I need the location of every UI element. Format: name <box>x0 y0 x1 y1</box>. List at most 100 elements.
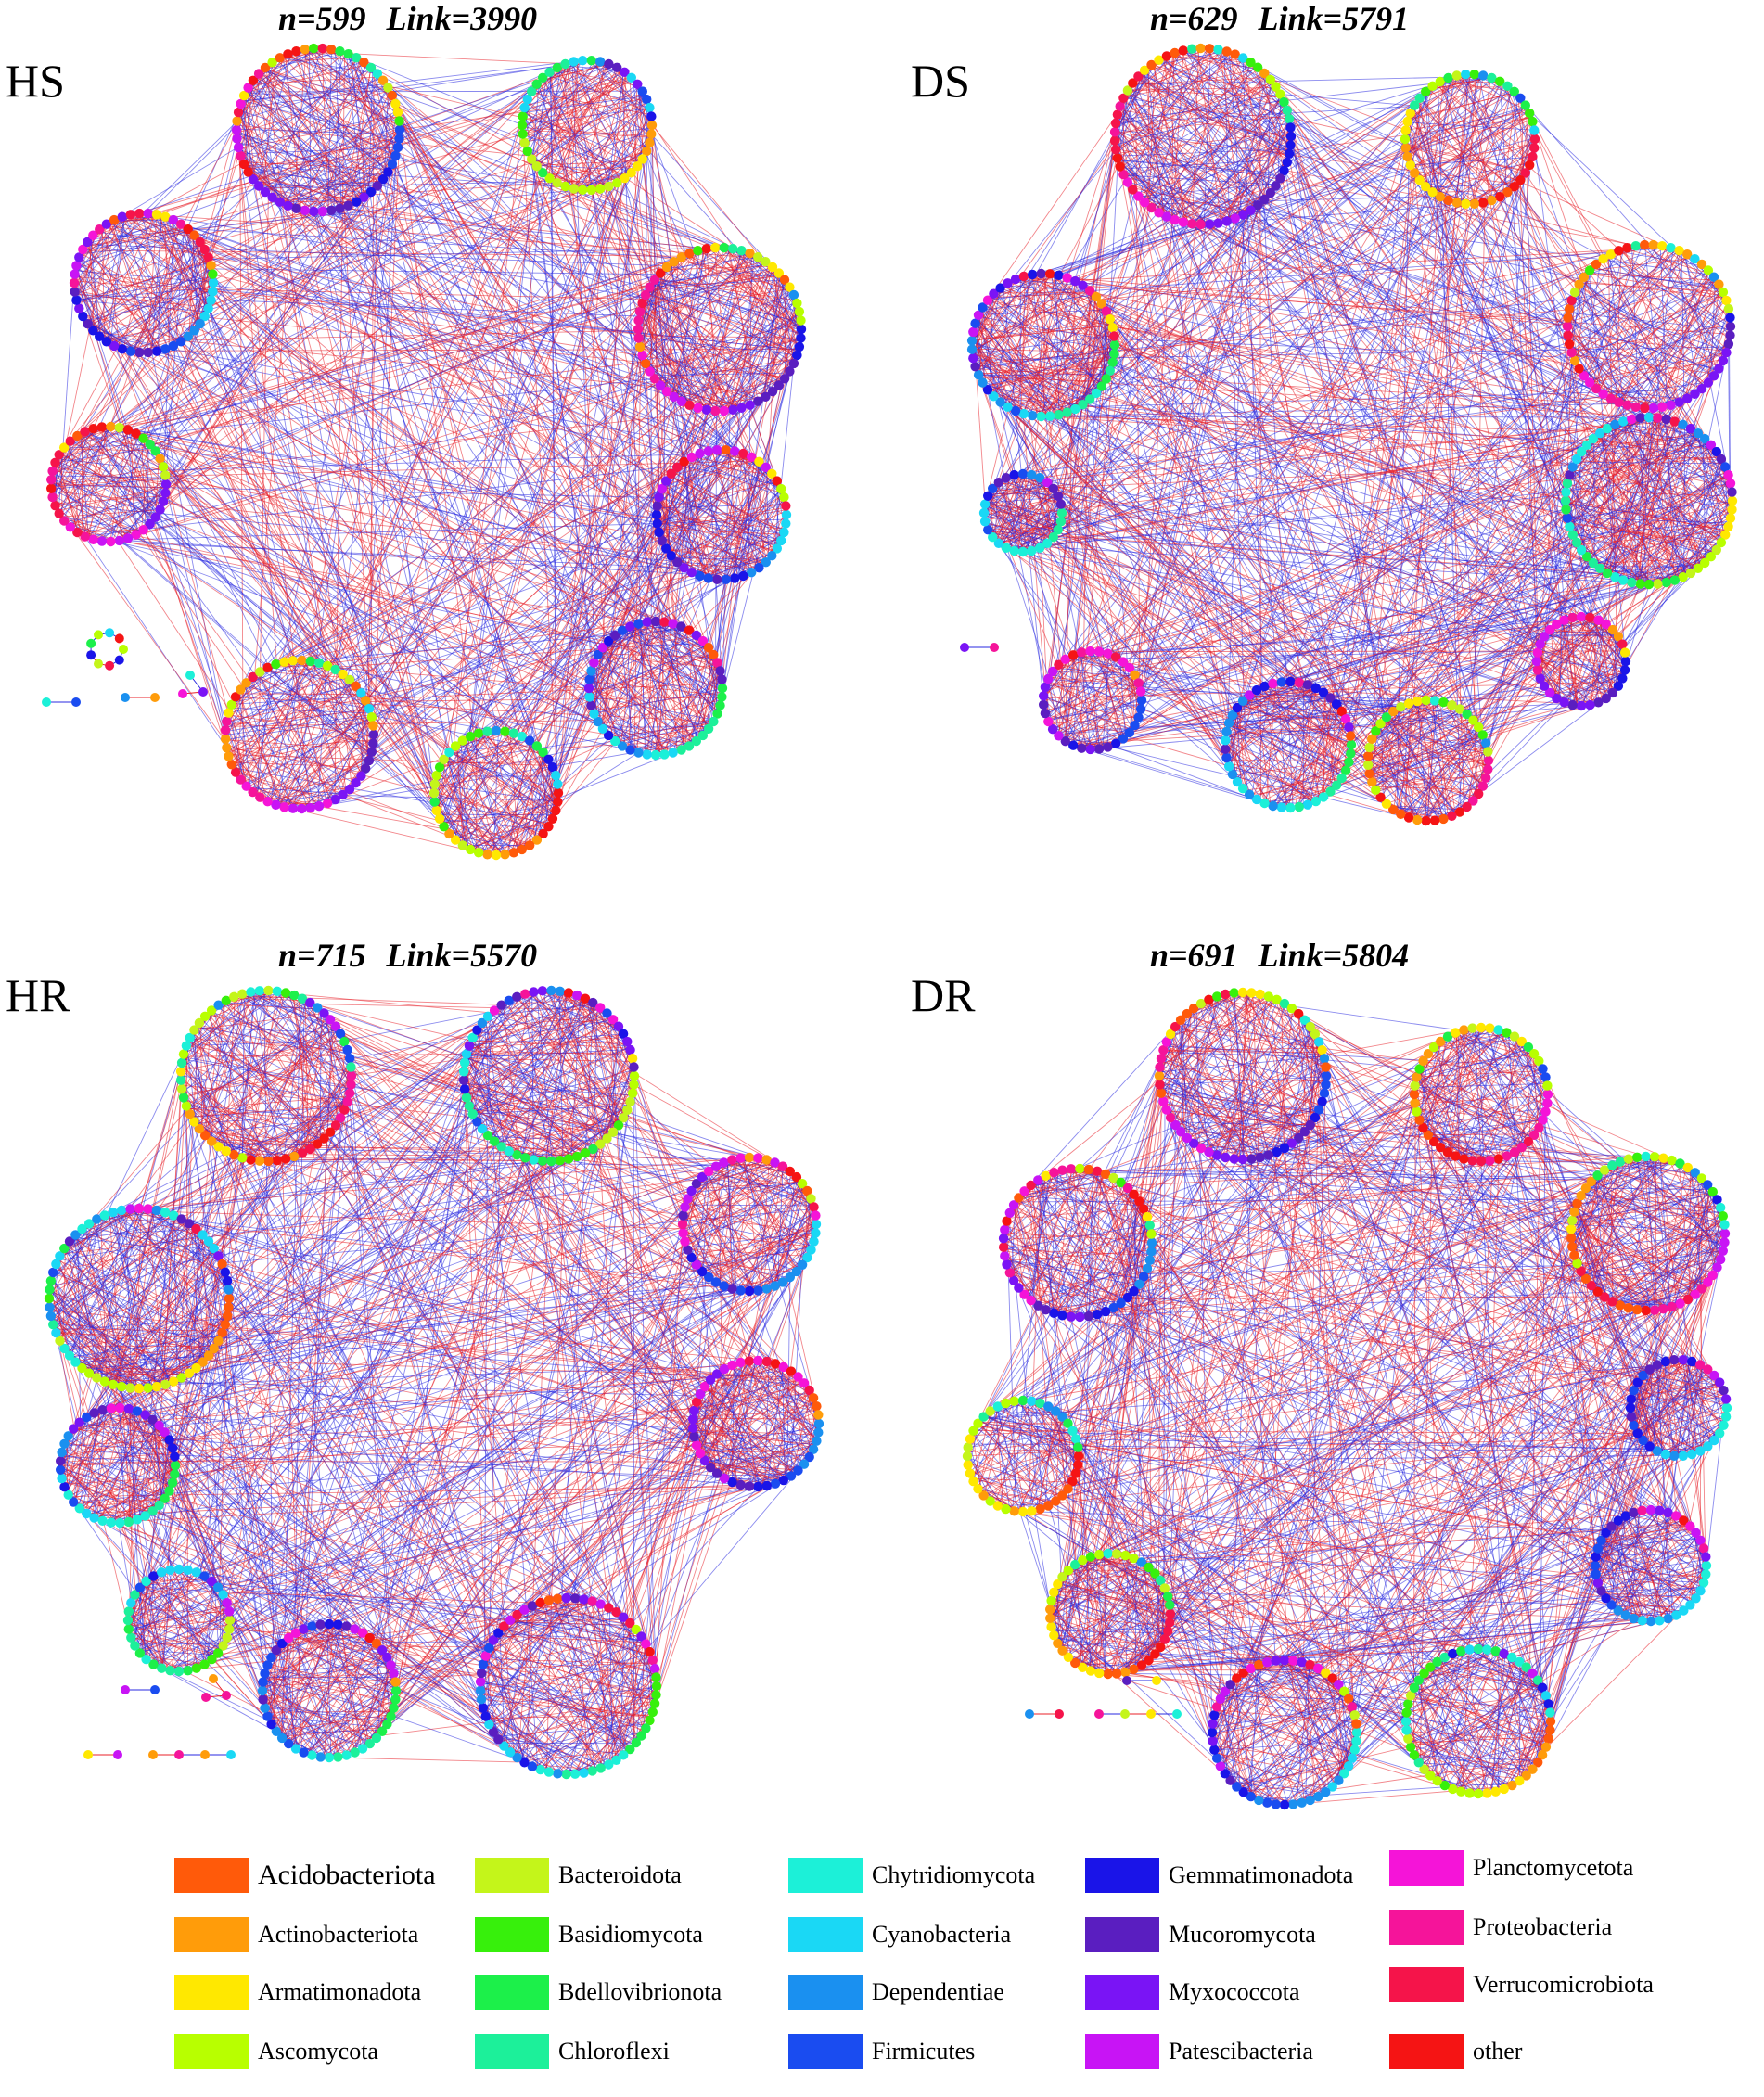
edge <box>102 427 124 541</box>
node <box>519 102 530 113</box>
edge <box>142 437 160 511</box>
node <box>390 150 401 161</box>
edge <box>600 639 702 726</box>
edge <box>61 450 93 540</box>
edge <box>57 457 79 533</box>
edge <box>473 100 648 735</box>
node <box>728 244 738 254</box>
edge <box>684 460 693 573</box>
edge <box>333 51 342 211</box>
node <box>114 633 124 644</box>
node <box>267 57 277 68</box>
edge <box>662 646 709 755</box>
node <box>70 269 80 279</box>
edge <box>594 662 615 741</box>
node <box>668 748 678 758</box>
edge <box>278 200 356 203</box>
node <box>151 210 162 220</box>
edge <box>95 213 139 333</box>
node <box>738 570 748 582</box>
edge <box>523 109 637 168</box>
node <box>305 656 315 667</box>
node <box>796 324 807 335</box>
edge <box>351 487 663 683</box>
edge <box>259 648 602 673</box>
edge <box>532 160 624 180</box>
edge <box>231 763 307 810</box>
node <box>387 159 398 170</box>
edge <box>444 757 559 790</box>
edge <box>643 300 728 411</box>
edge <box>395 103 721 671</box>
node <box>226 760 236 770</box>
node <box>368 721 378 731</box>
edge <box>241 185 565 783</box>
node <box>650 616 661 627</box>
edge <box>84 244 159 352</box>
node <box>208 287 218 297</box>
edge <box>660 491 778 548</box>
node <box>721 445 731 455</box>
edge <box>248 47 319 88</box>
node <box>352 53 362 63</box>
node <box>645 102 655 113</box>
edge <box>622 629 710 650</box>
node <box>583 683 594 694</box>
edge <box>132 272 213 352</box>
edge <box>170 218 200 326</box>
edge <box>602 187 782 542</box>
edge <box>159 456 321 664</box>
node <box>551 770 561 781</box>
edge <box>373 70 397 155</box>
node <box>633 748 644 758</box>
node <box>94 630 103 640</box>
edge <box>264 449 723 670</box>
edge <box>723 487 781 581</box>
edge <box>141 212 175 346</box>
node <box>500 726 510 736</box>
edge <box>549 71 651 113</box>
edge <box>65 273 780 447</box>
edge <box>651 283 801 324</box>
edge <box>530 92 644 159</box>
node <box>160 488 171 498</box>
node <box>637 154 647 164</box>
edge <box>657 275 687 404</box>
edge <box>645 621 709 729</box>
edge <box>268 666 634 752</box>
edge <box>582 136 652 191</box>
edge <box>589 628 627 697</box>
node <box>313 658 325 668</box>
node <box>552 62 562 73</box>
edge <box>153 213 590 684</box>
edge <box>434 780 464 846</box>
node <box>625 621 635 632</box>
edge <box>537 131 652 168</box>
edge <box>291 660 347 793</box>
node <box>134 347 145 358</box>
node <box>684 249 695 259</box>
edge <box>260 71 331 211</box>
edge <box>257 662 318 797</box>
edge <box>145 440 550 761</box>
edge <box>628 627 719 712</box>
node <box>531 161 542 172</box>
edge <box>674 623 720 710</box>
edge <box>524 103 649 144</box>
edge <box>103 320 203 340</box>
edge <box>230 311 800 762</box>
edge <box>661 451 738 543</box>
node <box>185 671 195 680</box>
edge <box>702 249 723 411</box>
edge <box>521 380 784 850</box>
node <box>482 726 492 736</box>
node <box>595 184 606 194</box>
edge <box>74 217 121 291</box>
node <box>645 137 655 148</box>
edge <box>440 732 483 822</box>
node <box>309 43 319 54</box>
edge <box>607 71 624 187</box>
edge <box>610 72 627 186</box>
edge <box>1323 693 1325 798</box>
edge <box>378 74 773 268</box>
